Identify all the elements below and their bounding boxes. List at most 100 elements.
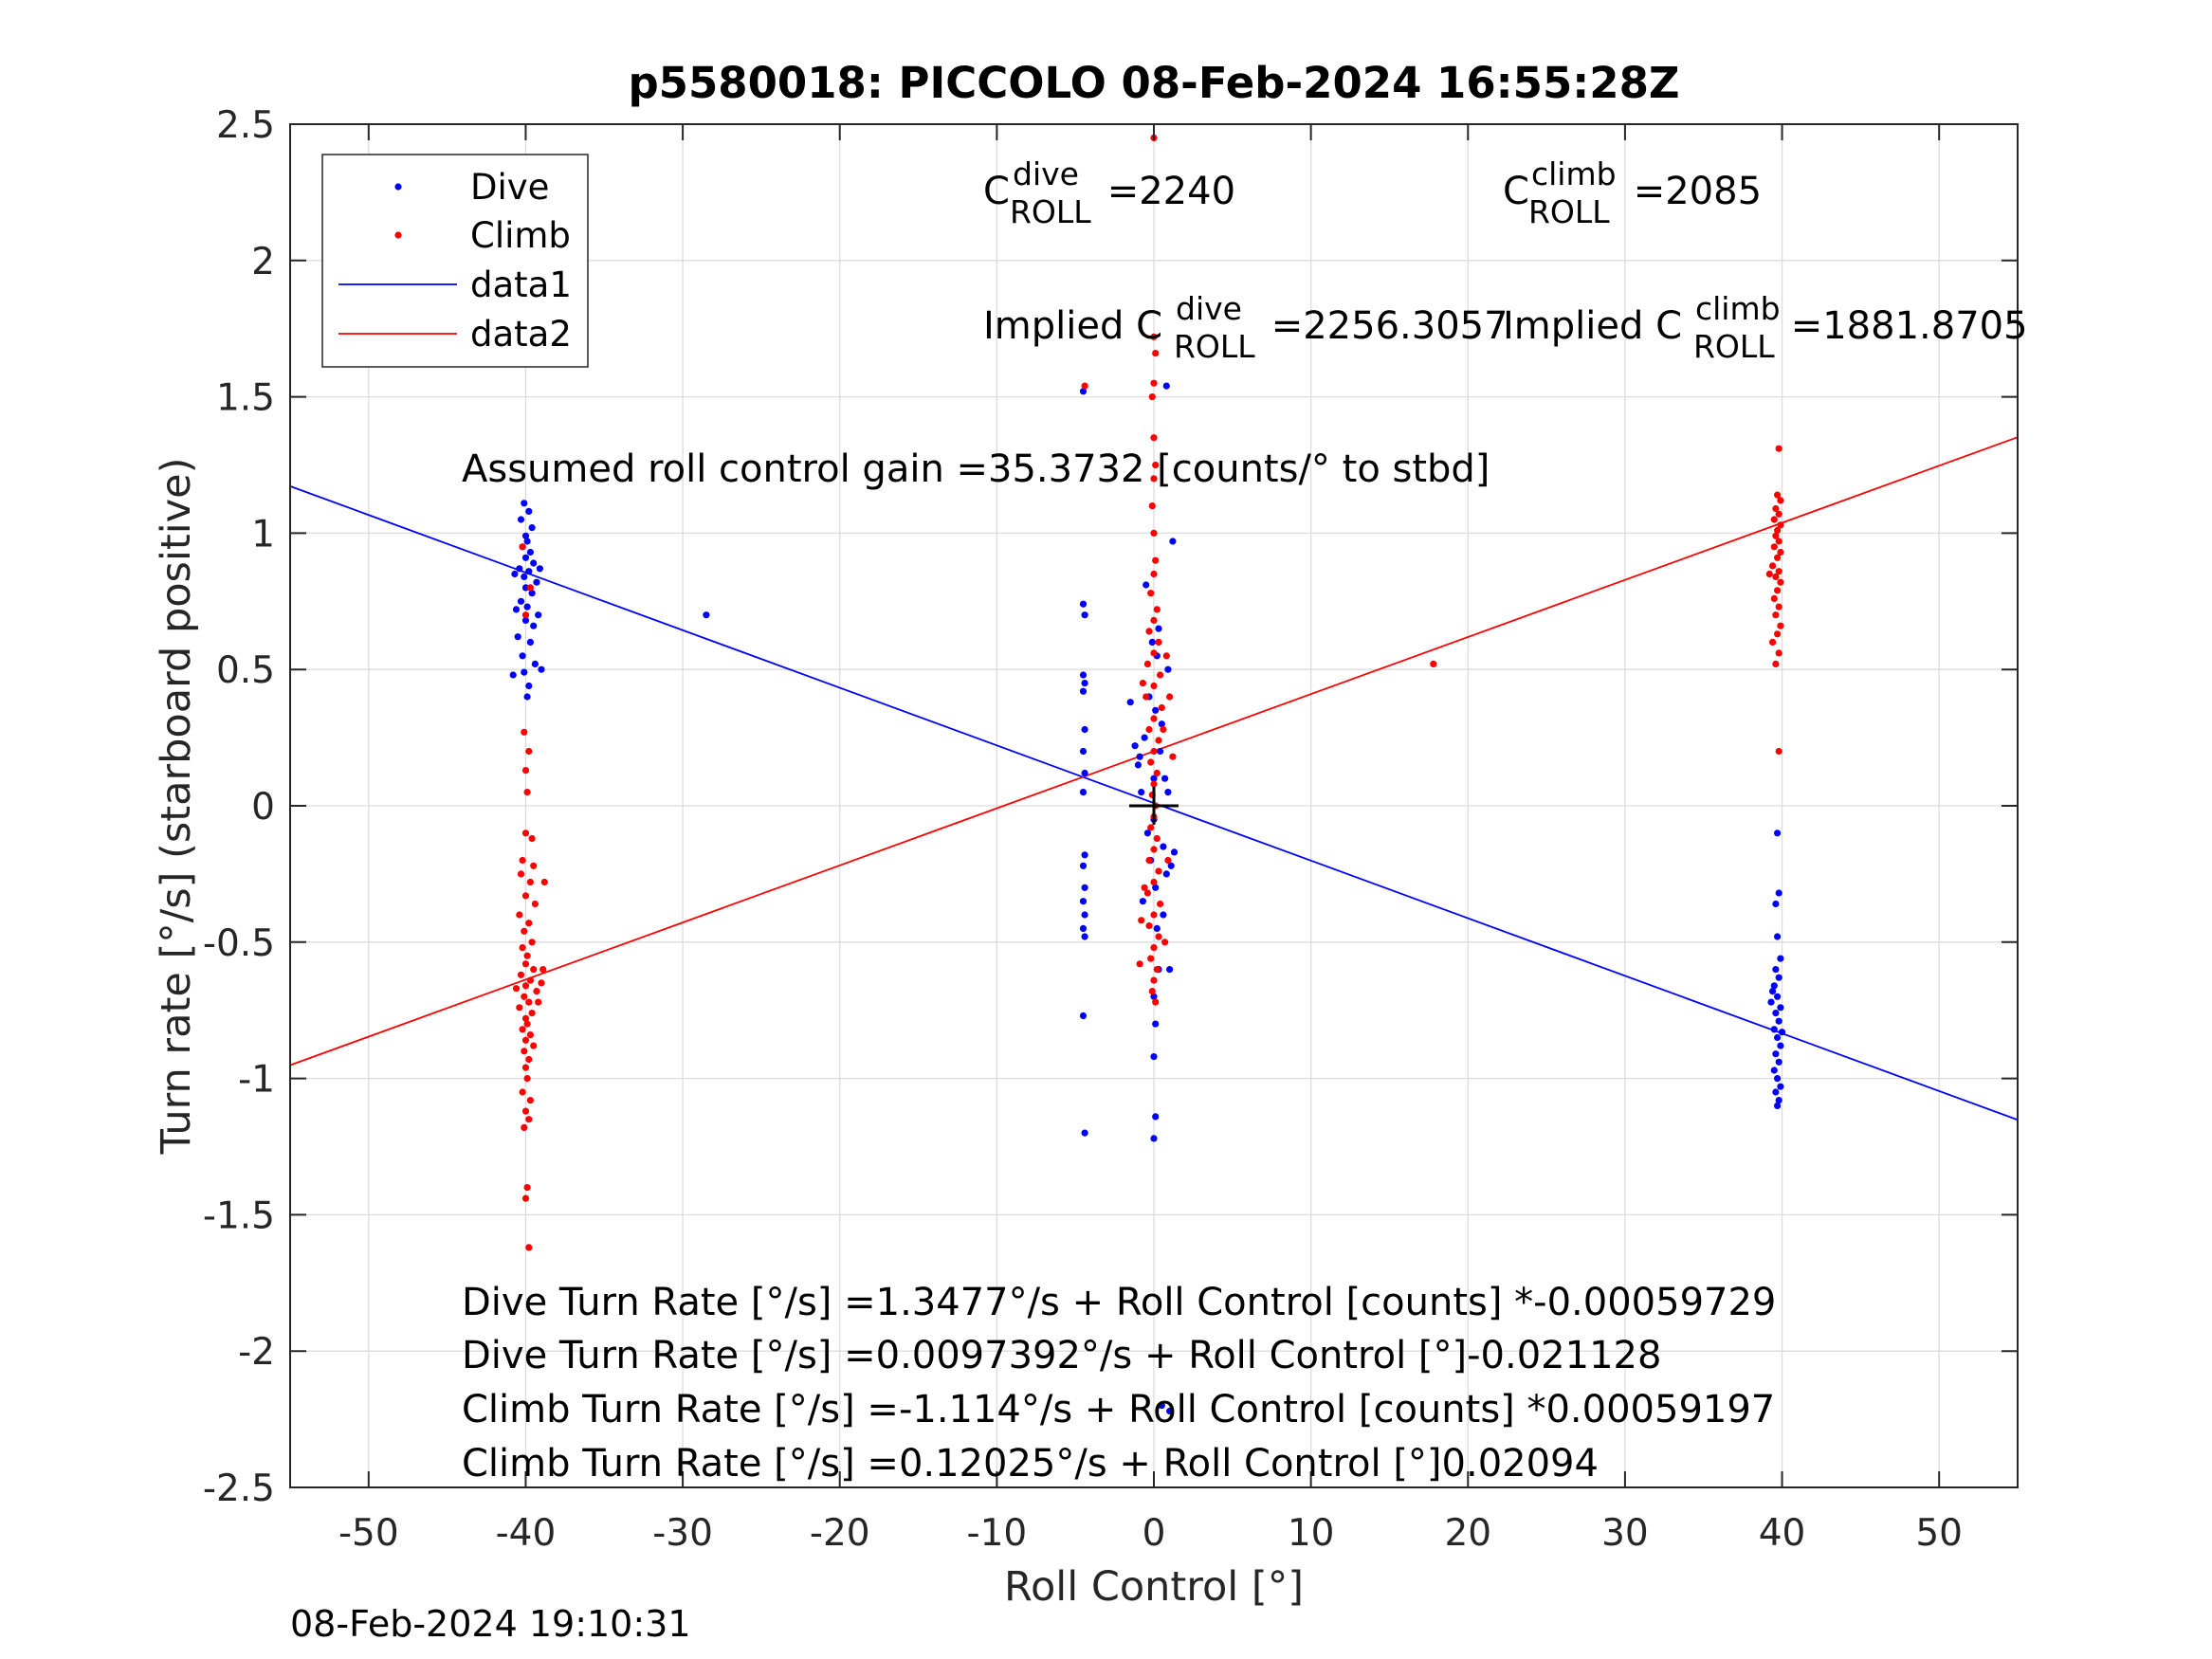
point-climb [1145,921,1153,930]
point-climb [1774,630,1782,638]
point-climb [519,944,526,952]
point-climb [1152,350,1160,357]
point-climb [1145,628,1153,635]
implied-dive-subscript: ROLL [1174,328,1255,365]
point-climb [1158,703,1165,712]
point-dive [1777,955,1784,962]
point-climb [1150,529,1158,538]
point-climb [521,728,528,736]
point-dive [1777,1042,1784,1049]
point-climb [1150,747,1158,756]
x-tick-label: -40 [496,1512,557,1555]
point-dive [536,565,544,573]
point-climb [525,1244,533,1251]
point-climb [521,960,530,968]
point-dive [1081,884,1088,891]
point-dive [1152,1113,1160,1121]
x-tick-label: 10 [1288,1512,1335,1555]
point-dive [521,500,528,507]
point-dive [523,693,531,701]
point-dive [1772,1088,1780,1096]
x-tick-label: -50 [338,1512,399,1555]
point-climb [1150,649,1158,657]
point-climb [526,1097,535,1104]
axis-ticks [290,123,2018,1488]
point-dive [517,516,525,523]
point-climb [1155,638,1162,647]
point-dive [1774,933,1782,940]
point-dive [1774,1075,1782,1083]
point-climb [516,911,523,919]
equation-dive-degrees: Dive Turn Rate [°/s] =0.0097392°/s + Rol… [462,1334,1661,1377]
point-climb [1145,856,1153,865]
point-dive [530,622,538,629]
point-dive [1770,982,1778,990]
point-climb [1775,568,1782,575]
x-tick-label: -10 [967,1512,1028,1555]
point-climb [1147,758,1155,766]
point-dive [1152,706,1160,714]
point-climb [1152,461,1160,469]
implied-dive-prefix: Implied C [983,304,1162,348]
implied-climb-superscript: climb [1695,290,1781,327]
point-dive [517,597,525,605]
point-dive [1079,898,1088,905]
y-tick-label: 0 [251,786,275,829]
point-dive [1777,1083,1784,1090]
point-climb [1150,976,1158,984]
c-dive-main: C [983,170,1010,213]
legend-box [321,154,589,368]
point-dive [528,524,536,532]
point-dive [1131,742,1139,750]
point-dive [1170,848,1179,856]
point-climb [1153,966,1161,974]
point-dive [1161,775,1169,782]
point-dive [1081,769,1088,777]
implied-climb-subscript: ROLL [1693,328,1775,365]
point-climb [523,952,531,959]
point-climb [1770,543,1778,551]
point-climb [521,767,530,775]
point-dive [1081,911,1088,919]
point-dive [533,578,540,586]
point-dive [1158,720,1165,728]
point-climb [1150,570,1158,578]
point-climb [1147,824,1155,831]
point-dive [1166,966,1174,974]
point-climb [1150,846,1158,853]
point-climb [1777,497,1784,504]
y-tick-label: -1.5 [203,1194,275,1237]
x-tick-label: -30 [652,1512,713,1555]
point-dive [1160,843,1167,850]
point-climb [1148,393,1156,401]
point-dive [1150,775,1158,782]
point-dive [509,671,517,679]
y-tick-label: 1.5 [216,377,275,420]
point-climb [521,1123,528,1131]
point-climb [519,1026,526,1033]
point-climb [528,1010,536,1017]
roll-gain-annotation: Assumed roll control gain =35.3732 [coun… [462,447,1490,491]
point-climb [1155,737,1162,744]
point-climb [1136,960,1143,968]
point-climb [1155,933,1162,940]
point-dive [1775,1017,1782,1025]
point-climb [1150,911,1158,919]
point-dive [538,665,545,673]
point-dive [512,606,521,613]
point-climb [1774,491,1782,499]
c-dive-superscript: dive [1013,155,1079,192]
point-dive [1774,830,1782,837]
point-climb [517,870,525,878]
point-climb [1153,606,1161,613]
point-climb [1150,475,1158,483]
point-climb [521,982,530,990]
point-climb [1160,725,1167,734]
point-climb [1777,521,1784,529]
point-climb [1164,856,1172,865]
y-tick-labels: 2.5 2 1.5 1 0.5 0 -0.5 -1 -1.5 -2 -2.5 [203,104,275,1510]
point-dive [521,532,530,539]
point-climb [526,878,535,886]
point-dive [1126,699,1134,706]
